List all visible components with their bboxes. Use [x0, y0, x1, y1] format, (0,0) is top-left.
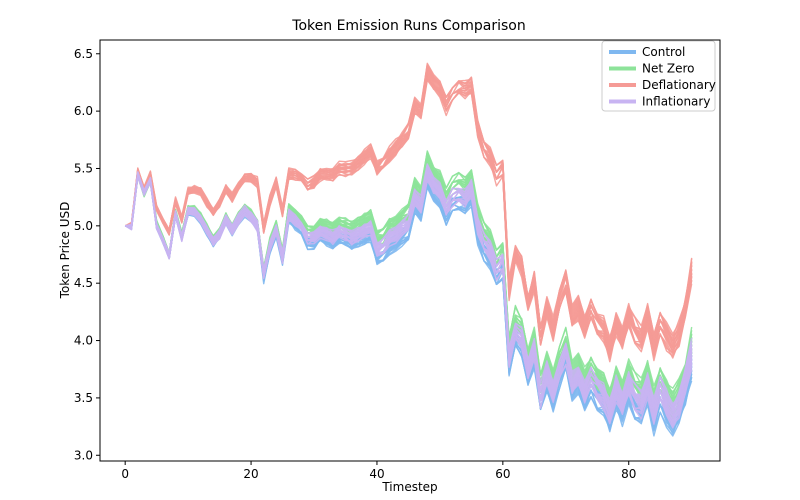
- y-tick-label: 3.5: [74, 391, 93, 405]
- x-tick-label: 0: [121, 467, 129, 481]
- x-tick-label: 20: [243, 467, 258, 481]
- series-run-line: [125, 161, 693, 408]
- y-axis-label: Token Price USD: [58, 202, 72, 300]
- x-tick-label: 80: [621, 467, 636, 481]
- series-run-line: [125, 152, 693, 400]
- legend-label: Deflationary: [642, 78, 716, 92]
- series-layer: [124, 62, 693, 437]
- series-run-line: [125, 150, 693, 392]
- y-tick-label: 6.0: [74, 104, 93, 118]
- y-tick-label: 5.0: [74, 219, 93, 233]
- y-tick-label: 4.0: [74, 334, 93, 348]
- series-run-line: [124, 151, 693, 397]
- series-run-line: [125, 159, 693, 410]
- legend: Control Net Zero Deflationary Inflationary: [601, 40, 716, 112]
- series-run-line: [125, 158, 693, 405]
- x-axis-label: Timestep: [381, 480, 437, 494]
- series-run-line: [125, 159, 693, 407]
- series-run-line: [125, 163, 693, 407]
- y-tick-label: 3.0: [74, 448, 93, 462]
- series-run-line: [125, 155, 693, 402]
- series-run-line: [125, 153, 693, 398]
- chart-title: Token Emission Runs Comparison: [291, 18, 525, 34]
- legend-label: Net Zero: [642, 62, 695, 76]
- y-axis: 3.0 3.5 4.0 4.5 5.0 5.5 6.0 6.5: [74, 47, 100, 462]
- series-run-line: [125, 157, 693, 402]
- legend-box: [601, 40, 716, 112]
- y-tick-label: 4.5: [74, 276, 93, 290]
- x-tick-label: 40: [369, 467, 384, 481]
- legend-label: Control: [642, 45, 685, 59]
- legend-label: Inflationary: [642, 95, 710, 109]
- series-deflationary: [124, 62, 693, 363]
- series-inflationary: [124, 163, 693, 429]
- x-axis: 0 20 40 60 80: [121, 461, 636, 481]
- series-run-line: [125, 151, 693, 393]
- y-tick-label: 6.5: [74, 47, 93, 61]
- y-tick-label: 5.5: [74, 161, 93, 175]
- series-run-line: [125, 154, 693, 399]
- series-run-line: [125, 162, 693, 412]
- plot-frame: [99, 39, 721, 462]
- series-run-line: [124, 62, 693, 340]
- series-run-line: [125, 156, 693, 405]
- series-net-zero: [124, 150, 693, 421]
- series-run-line: [125, 160, 693, 405]
- x-tick-label: 60: [495, 467, 510, 481]
